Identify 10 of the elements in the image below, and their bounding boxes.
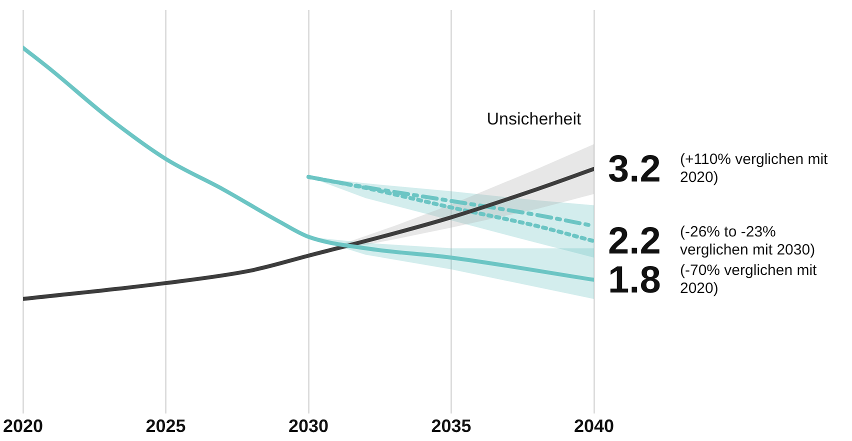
data-label: 3.2 (608, 148, 661, 190)
annotation: Unsicherheit (486, 110, 582, 129)
text: (-70% verglichen mit 2020) (680, 262, 818, 297)
x-tick-label: 2035 (431, 416, 472, 436)
x-tick-label: 2030 (288, 416, 329, 436)
x-tick-label: 2025 (146, 416, 186, 436)
text: (-26% to -23% verglichen mit 2030) (680, 223, 816, 258)
text: (+110% verglichen mit 2020) (680, 151, 829, 186)
x-tick-label: 2040 (574, 416, 614, 436)
x-tick-label: 2020 (3, 416, 44, 436)
